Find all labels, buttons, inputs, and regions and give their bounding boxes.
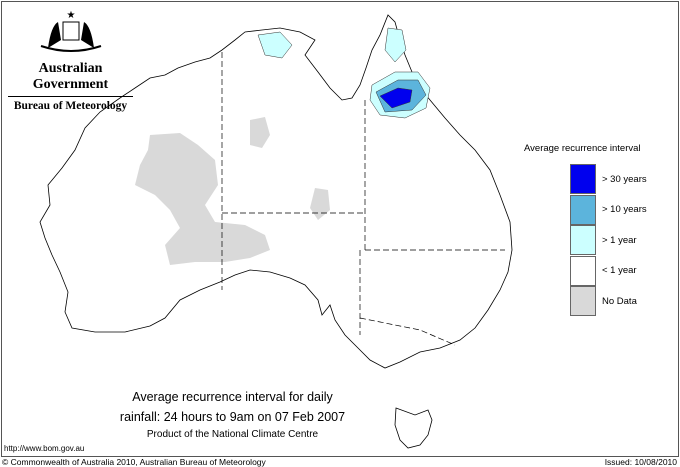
no-data-area — [250, 117, 270, 148]
legend-swatch — [570, 194, 596, 225]
legend-label: No Data — [602, 295, 637, 307]
no-data-area — [310, 188, 330, 220]
coat-of-arms-icon: ★ — [40, 10, 101, 52]
no-data-areas — [135, 117, 330, 265]
legend-item: > 10 years — [570, 194, 647, 226]
legend-label: > 30 years — [602, 173, 647, 185]
government-name: Australian Government — [32, 61, 109, 92]
area-gt-1-year — [257, 31, 293, 59]
tasmania-outline — [394, 407, 433, 449]
map-frame — [1, 1, 679, 457]
caption-line-2: rainfall: 24 hours to 9am on 07 Feb 2007 — [119, 410, 346, 424]
legend-label: > 1 year — [602, 234, 637, 246]
state-borders — [221, 52, 505, 346]
legend-swatch — [570, 255, 596, 286]
legend-swatch — [570, 225, 596, 256]
legend-label: < 1 year — [602, 265, 637, 277]
caption-line-3: Product of the National Climate Centre — [146, 429, 319, 440]
legend: > 30 years > 10 years > 1 year < 1 year … — [570, 164, 647, 317]
bureau-name: Bureau of Meteorology — [8, 96, 133, 112]
legend-swatch — [570, 164, 596, 195]
area-gt-1-year — [384, 27, 407, 63]
legend-label: > 10 years — [602, 204, 647, 216]
copyright: © Commonwealth of Australia 2010, Austra… — [2, 457, 266, 467]
legend-swatch — [570, 286, 596, 317]
website-link[interactable]: http://www.bom.gov.au — [4, 444, 85, 453]
legend-title: Average recurrence interval — [524, 143, 641, 154]
legend-item: No Data — [570, 286, 647, 317]
recurrence-areas — [257, 27, 431, 119]
caption-line-1: Average recurrence interval for daily — [132, 390, 333, 404]
issued-date: Issued: 10/08/2010 — [604, 457, 677, 467]
bom-logo: ★ Australian Government Bureau of Meteor… — [8, 8, 133, 112]
no-data-area — [135, 133, 270, 265]
legend-item: > 30 years — [570, 164, 647, 195]
legend-item: < 1 year — [570, 255, 647, 287]
area-gt-30-years — [379, 87, 413, 109]
border-nsw-vic — [359, 317, 456, 346]
legend-item: > 1 year — [570, 225, 647, 256]
map-caption: Average recurrence interval for daily ra… — [90, 387, 375, 440]
svg-text:★: ★ — [66, 10, 75, 21]
